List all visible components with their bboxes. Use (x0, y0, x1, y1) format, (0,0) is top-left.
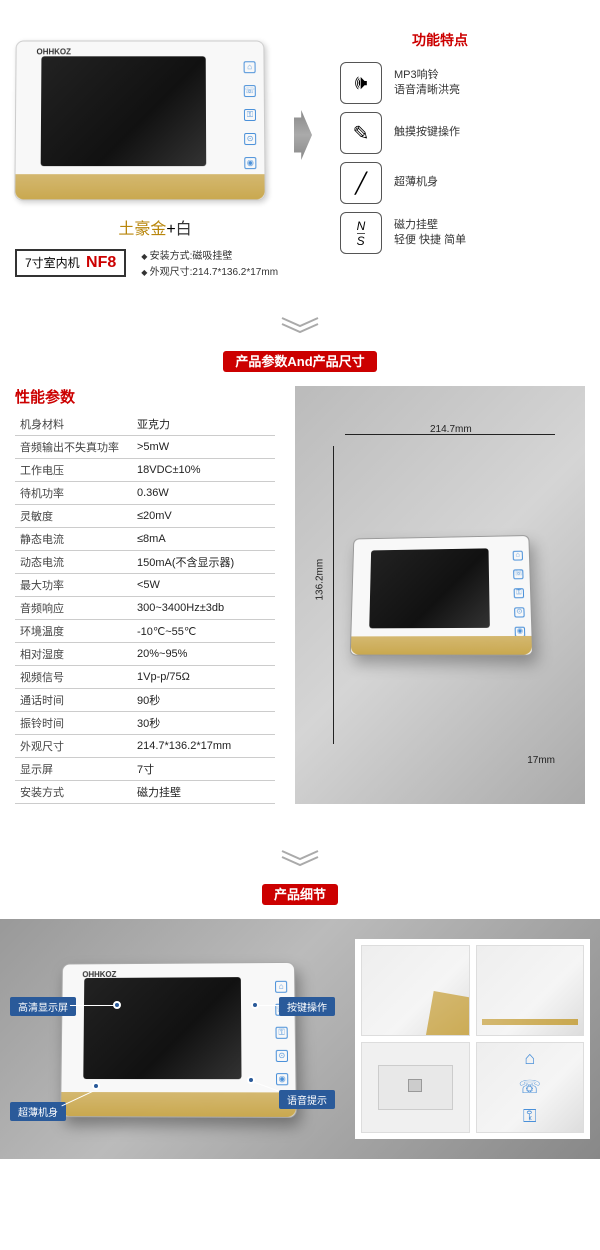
feature-text: 触摸按键操作 (394, 125, 460, 140)
features-title: 功能特点 (295, 30, 585, 50)
product-image-panel: OHHKOZ ⌂☏⚿⊙◉ 土豪金+白 7寸室内机 NF8 安装方式:磁吸挂壁 外… (15, 10, 295, 281)
table-row: 静态电流≤8mA (15, 528, 275, 551)
chevron-down-icon (0, 316, 600, 341)
device-mockup: OHHKOZ ⌂☏⚿⊙◉ (14, 40, 265, 200)
brand-logo: OHHKOZ (36, 47, 71, 56)
detail-device: OHHKOZ ⌂☏⚿⊙◉ (60, 961, 297, 1117)
feature-text: 磁力挂壁轻便 快捷 简单 (394, 218, 466, 249)
home-icon: ⌂ (524, 1048, 535, 1069)
callout-buttons: 按键操作 (279, 997, 335, 1016)
feature-item: NS 磁力挂壁轻便 快捷 简单 (340, 212, 585, 254)
details-section: OHHKOZ ⌂☏⚿⊙◉ 高清显示屏 超薄机身 按键操作 语音提示 (0, 919, 600, 1159)
table-row: 灵敏度≤20mV (15, 505, 275, 528)
table-row: 视频信号1Vp-p/75Ω (15, 666, 275, 689)
table-row: 通话时间90秒 (15, 689, 275, 712)
thumb-icons: ⌂ ☏ ⚿ (476, 1042, 585, 1133)
feature-text: MP3响铃语音清晰洪亮 (394, 68, 460, 99)
table-row: 显示屏7寸 (15, 758, 275, 781)
table-row: 工作电压18VDC±10% (15, 459, 275, 482)
chevron-down-icon (0, 849, 600, 874)
hero-section: OHHKOZ ⌂☏⚿⊙◉ 土豪金+白 7寸室内机 NF8 安装方式:磁吸挂壁 外… (0, 0, 600, 291)
table-row: 外观尺寸214.7*136.2*17mm (15, 735, 275, 758)
dim-depth-label: 17mm (527, 755, 555, 766)
feature-item: ✎ 触摸按键操作 (340, 112, 585, 154)
callout-body: 超薄机身 (10, 1102, 66, 1121)
feature-item: 🕪 MP3响铃语音清晰洪亮 (340, 62, 585, 104)
spec-table: 性能参数 机身材料亚克力音频输出不失真功率>5mW工作电压18VDC±10%待机… (15, 386, 275, 804)
thumbnail-grid: ⌂ ☏ ⚿ (355, 939, 590, 1139)
callout-voice: 语音提示 (279, 1090, 335, 1109)
table-row: 音频输出不失真功率>5mW (15, 436, 275, 459)
table-row: 最大功率<5W (15, 574, 275, 597)
table-row: 机身材料亚克力 (15, 413, 275, 436)
table-row: 音频响应300~3400Hz±3db (15, 597, 275, 620)
specs-section: 性能参数 机身材料亚克力音频输出不失真功率>5mW工作电压18VDC±10%待机… (0, 386, 600, 824)
dim-device: ⌂☏⚿⊙◉ (350, 535, 533, 656)
feature-icon: ✎ (340, 112, 382, 154)
table-row: 相对湿度20%~95% (15, 643, 275, 666)
spec-table-title: 性能参数 (15, 386, 275, 407)
device-gold-trim (15, 174, 264, 199)
color-label: 土豪金+白 (15, 215, 295, 239)
section-header-specs: 产品参数And产品尺寸 (0, 351, 600, 371)
device-screen (41, 56, 207, 166)
table-row: 待机功率0.36W (15, 482, 275, 505)
features-panel: 功能特点 🕪 MP3响铃语音清晰洪亮 ✎ 触摸按键操作 ╱ 超薄机身 NS 磁力挂壁轻便 快捷… (295, 10, 585, 281)
feature-icon: 🕪 (340, 62, 382, 104)
dim-line (333, 446, 334, 744)
feature-icon: ╱ (340, 162, 382, 204)
device-side-icons: ⌂☏⚿⊙◉ (244, 61, 257, 169)
dim-height-label: 136.2mm (315, 559, 326, 601)
dim-line (345, 434, 555, 435)
thumb-back (361, 1042, 470, 1133)
detail-device-area: OHHKOZ ⌂☏⚿⊙◉ 高清显示屏 超薄机身 按键操作 语音提示 (10, 939, 345, 1139)
table-row: 环境温度-10℃~55℃ (15, 620, 275, 643)
callout-screen: 高清显示屏 (10, 997, 76, 1016)
section-header-details: 产品细节 (0, 884, 600, 904)
table-row: 动态电流150mA(不含显示器) (15, 551, 275, 574)
model-row: 7寸室内机 NF8 安装方式:磁吸挂壁 外观尺寸:214.7*136.2*17m… (15, 249, 295, 281)
feature-item: ╱ 超薄机身 (340, 162, 585, 204)
feature-icon: NS (340, 212, 382, 254)
dimension-panel: 214.7mm 136.2mm ⌂☏⚿⊙◉ 17mm (295, 386, 585, 804)
lock-icon: ⚿ (523, 1106, 537, 1127)
table-row: 安装方式磁力挂壁 (15, 781, 275, 804)
phone-icon: ☏ (518, 1077, 541, 1098)
mini-spec-list: 安装方式:磁吸挂壁 外观尺寸:214.7*136.2*17mm (141, 249, 278, 281)
model-badge: 7寸室内机 NF8 (15, 249, 126, 277)
thumb-edge (476, 945, 585, 1036)
thumb-front (361, 945, 470, 1036)
feature-text: 超薄机身 (394, 175, 438, 190)
table-row: 振铃时间30秒 (15, 712, 275, 735)
